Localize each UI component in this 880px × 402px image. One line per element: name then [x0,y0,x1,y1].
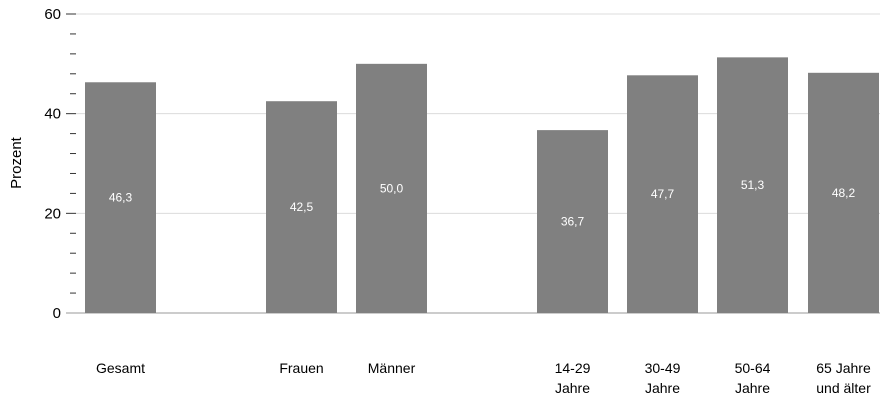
x-category-label: 50-64 Jahre [735,360,771,396]
bar-value-label: 47,7 [651,187,675,201]
y-tick-label: 40 [44,106,61,123]
bar-value-label: 50,0 [380,181,404,195]
bar [627,75,698,313]
y-tick-label: 20 [44,205,61,222]
y-axis-title: Prozent [8,136,25,189]
y-tick-label: 60 [44,6,61,23]
x-category-label: 65 Jahre und älter [816,360,871,396]
bar-value-label: 46,3 [109,191,133,205]
bar-value-label: 51,3 [741,178,765,192]
bar-value-label: 48,2 [832,186,856,200]
x-category-label: Männer [368,360,416,376]
x-category-label: Frauen [279,360,323,376]
bar [808,72,879,313]
bar-value-label: 42,5 [290,200,314,214]
bar [266,101,337,313]
bar [537,130,608,313]
x-category-label: 30-49 Jahre [645,360,681,396]
bars: 46,3 42,5 50,0 36,7 47,7 51,3 48,2 [85,57,879,314]
bar [356,63,427,314]
bar [85,82,156,313]
bar-value-label: 36,7 [561,215,585,229]
x-category-label: 14-29 Jahre [555,360,591,396]
bar [717,57,788,314]
y-tick-label: 0 [53,305,61,322]
x-category-label: Gesamt [96,360,145,376]
category-labels: Gesamt Frauen Männer 14-29 Jahre 30-49 Jahre 50… [96,360,871,396]
